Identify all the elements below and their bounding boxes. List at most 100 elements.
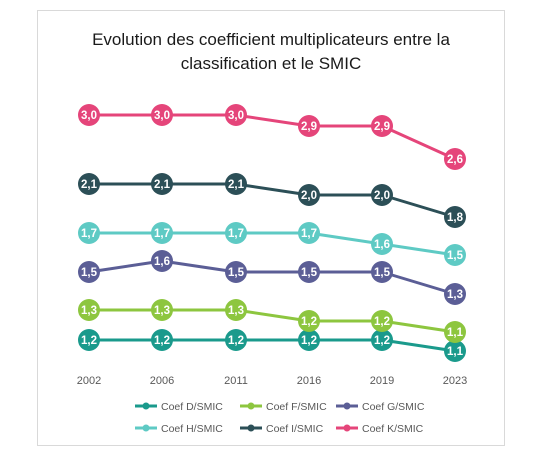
data-point-coef-f-smic-2011 (225, 299, 247, 321)
x-tick-label-2016: 2016 (297, 375, 321, 387)
legend-item-coef-f-smic: Coef F/SMIC (240, 401, 327, 413)
data-point-coef-h-smic-2023 (444, 244, 466, 266)
data-label-coef-f-smic-2002: 1,3 (81, 305, 97, 317)
data-point-coef-d-smic-2016 (298, 329, 320, 351)
series-line-coef-h-smic (89, 231, 456, 257)
data-point-coef-k-smic-2016 (298, 115, 320, 137)
legend-item-coef-k-smic: Coef K/SMIC (336, 423, 424, 435)
data-point-coef-g-smic-2023 (444, 283, 466, 305)
data-point-coef-d-smic-2019 (371, 329, 393, 351)
data-label-coef-g-smic-2016: 1,5 (301, 267, 318, 279)
chart-title-line-1: Evolution des coefficient multiplicateur… (92, 30, 450, 49)
data-label-coef-h-smic-2023: 1,5 (447, 250, 464, 262)
chart-title-line-2: classification et le SMIC (180, 54, 362, 73)
data-point-coef-f-smic-2002 (78, 299, 100, 321)
legend-item-coef-h-smic: Coef H/SMIC (135, 423, 223, 435)
x-tick-label-2006: 2006 (150, 375, 174, 387)
legend-label-coef-k-smic: Coef K/SMIC (362, 423, 424, 435)
data-point-coef-f-smic-2023 (444, 321, 466, 343)
data-point-coef-d-smic-2023 (444, 340, 466, 362)
legend-label-coef-d-smic: Coef D/SMIC (161, 401, 223, 413)
data-label-coef-h-smic-2019: 1,6 (374, 239, 390, 251)
data-point-coef-g-smic-2002 (78, 261, 100, 283)
legend-marker-coef-k-smic (343, 424, 351, 432)
legend-label-coef-g-smic: Coef G/SMIC (362, 401, 425, 413)
x-tick-label-2002: 2002 (77, 375, 101, 387)
data-label-coef-i-smic-2023: 1,8 (447, 212, 464, 224)
series-line-coef-d-smic (89, 338, 456, 353)
data-label-coef-k-smic-2016: 2,9 (301, 121, 317, 133)
data-label-coef-i-smic-2006: 2,1 (154, 179, 171, 191)
data-point-coef-g-smic-2006 (151, 250, 173, 272)
data-label-coef-f-smic-2023: 1,1 (447, 327, 464, 339)
data-point-coef-h-smic-2011 (225, 222, 247, 244)
chart-title: Evolution des coefficient multiplicateur… (37, 28, 505, 76)
x-tick-label-2023: 2023 (443, 375, 467, 387)
data-point-coef-h-smic-2002 (78, 222, 100, 244)
data-label-coef-h-smic-2011: 1,7 (228, 228, 244, 240)
data-label-coef-g-smic-2011: 1,5 (228, 267, 245, 279)
data-label-coef-g-smic-2006: 1,6 (154, 256, 170, 268)
x-tick-label-2011: 2011 (224, 375, 248, 387)
data-label-coef-g-smic-2023: 1,3 (447, 289, 463, 301)
data-label-coef-k-smic-2019: 2,9 (374, 121, 390, 133)
data-label-coef-i-smic-2002: 2,1 (81, 179, 98, 191)
data-point-coef-g-smic-2011 (225, 261, 247, 283)
data-point-coef-i-smic-2011 (225, 173, 247, 195)
data-label-coef-g-smic-2002: 1,5 (81, 267, 98, 279)
data-label-coef-d-smic-2002: 1,2 (81, 335, 97, 347)
data-label-coef-d-smic-2023: 1,1 (447, 346, 464, 358)
legend-marker-coef-g-smic (343, 402, 351, 410)
data-point-coef-d-smic-2011 (225, 329, 247, 351)
legend-item-coef-i-smic: Coef I/SMIC (240, 423, 324, 435)
data-point-coef-d-smic-2002 (78, 329, 100, 351)
data-label-coef-d-smic-2006: 1,2 (154, 335, 170, 347)
data-point-coef-h-smic-2016 (298, 222, 320, 244)
data-label-coef-f-smic-2011: 1,3 (228, 305, 244, 317)
legend-item-coef-d-smic: Coef D/SMIC (135, 401, 223, 413)
data-label-coef-i-smic-2016: 2,0 (301, 190, 317, 202)
data-point-coef-h-smic-2006 (151, 222, 173, 244)
data-point-coef-k-smic-2011 (225, 104, 247, 126)
data-label-coef-k-smic-2006: 3,0 (154, 110, 170, 122)
data-point-coef-f-smic-2006 (151, 299, 173, 321)
data-label-coef-d-smic-2011: 1,2 (228, 335, 244, 347)
data-label-coef-f-smic-2006: 1,3 (154, 305, 170, 317)
data-label-coef-g-smic-2019: 1,5 (374, 267, 391, 279)
legend-label-coef-i-smic: Coef I/SMIC (266, 423, 324, 435)
data-label-coef-h-smic-2016: 1,7 (301, 228, 317, 240)
data-point-coef-k-smic-2006 (151, 104, 173, 126)
chart-area (37, 10, 505, 446)
data-point-coef-g-smic-2019 (371, 261, 393, 283)
legend-marker-coef-h-smic (142, 424, 150, 432)
data-point-coef-i-smic-2016 (298, 184, 320, 206)
data-point-coef-i-smic-2023 (444, 206, 466, 228)
legend-marker-coef-i-smic (247, 424, 255, 432)
data-point-coef-f-smic-2019 (371, 310, 393, 332)
legend-marker-coef-f-smic (247, 402, 255, 410)
data-label-coef-f-smic-2019: 1,2 (374, 316, 390, 328)
legend-item-coef-g-smic: Coef G/SMIC (336, 401, 425, 413)
data-point-coef-g-smic-2016 (298, 261, 320, 283)
series-line-coef-i-smic (89, 182, 456, 219)
data-label-coef-k-smic-2002: 3,0 (81, 110, 97, 122)
data-point-coef-k-smic-2019 (371, 115, 393, 137)
data-label-coef-f-smic-2016: 1,2 (301, 316, 317, 328)
data-label-coef-i-smic-2019: 2,0 (374, 190, 390, 202)
series-line-coef-g-smic (88, 259, 456, 296)
data-point-coef-f-smic-2016 (298, 310, 320, 332)
legend-label-coef-f-smic: Coef F/SMIC (266, 401, 327, 413)
data-point-coef-i-smic-2019 (371, 184, 393, 206)
data-point-coef-k-smic-2023 (444, 148, 466, 170)
series-line-coef-f-smic (89, 308, 456, 334)
data-point-coef-i-smic-2006 (151, 173, 173, 195)
data-label-coef-i-smic-2011: 2,1 (228, 179, 245, 191)
series-line-coef-k-smic (89, 113, 456, 161)
legend-label-coef-h-smic: Coef H/SMIC (161, 423, 223, 435)
data-point-coef-k-smic-2002 (78, 104, 100, 126)
data-label-coef-h-smic-2002: 1,7 (81, 228, 97, 240)
data-point-coef-h-smic-2019 (371, 233, 393, 255)
data-label-coef-d-smic-2019: 1,2 (374, 335, 390, 347)
data-label-coef-d-smic-2016: 1,2 (301, 335, 317, 347)
